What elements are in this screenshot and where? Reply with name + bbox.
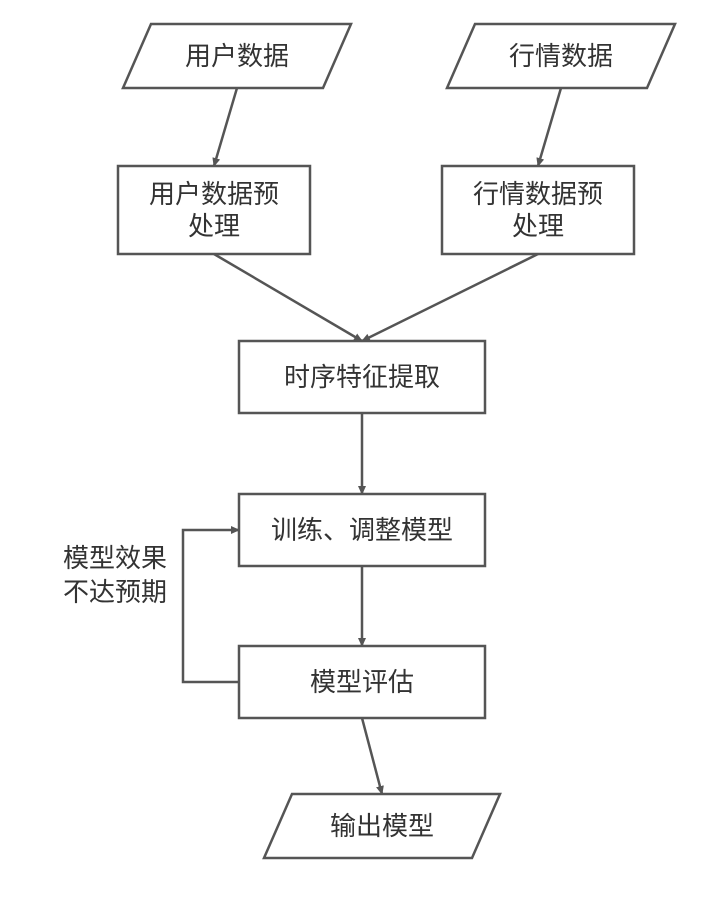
edge-user_data-user_pre: [214, 88, 237, 166]
node-market_pre: 行情数据预处理: [442, 166, 634, 254]
node-user_pre-label-1: 用户数据预: [149, 179, 279, 209]
edge-market_pre-feature: [362, 254, 538, 341]
node-user_pre: 用户数据预处理: [118, 166, 310, 254]
node-user_data: 用户数据: [123, 24, 351, 88]
node-output: 输出模型: [264, 794, 500, 858]
node-market_pre-label-2: 处理: [512, 211, 564, 241]
feedback-label-1: 模型效果: [63, 543, 167, 573]
node-user_data-label: 用户数据: [185, 41, 289, 71]
node-user_pre-label-2: 处理: [188, 211, 240, 241]
node-output-label: 输出模型: [330, 811, 434, 841]
node-feature-label: 时序特征提取: [284, 362, 440, 392]
node-feature: 时序特征提取: [239, 341, 485, 413]
node-eval-label: 模型评估: [310, 667, 414, 697]
node-eval: 模型评估: [239, 646, 485, 718]
feedback-label-2: 不达预期: [63, 577, 167, 607]
edge-user_pre-feature: [214, 254, 362, 341]
edge-market_data-market_pre: [538, 88, 561, 166]
edge-feedback: [183, 530, 239, 682]
node-market_pre-label-1: 行情数据预: [473, 179, 603, 209]
node-train-label: 训练、调整模型: [271, 515, 453, 545]
edge-eval-output: [362, 718, 382, 794]
node-market_data-label: 行情数据: [509, 41, 613, 71]
node-market_data: 行情数据: [447, 24, 675, 88]
node-train: 训练、调整模型: [239, 494, 485, 566]
